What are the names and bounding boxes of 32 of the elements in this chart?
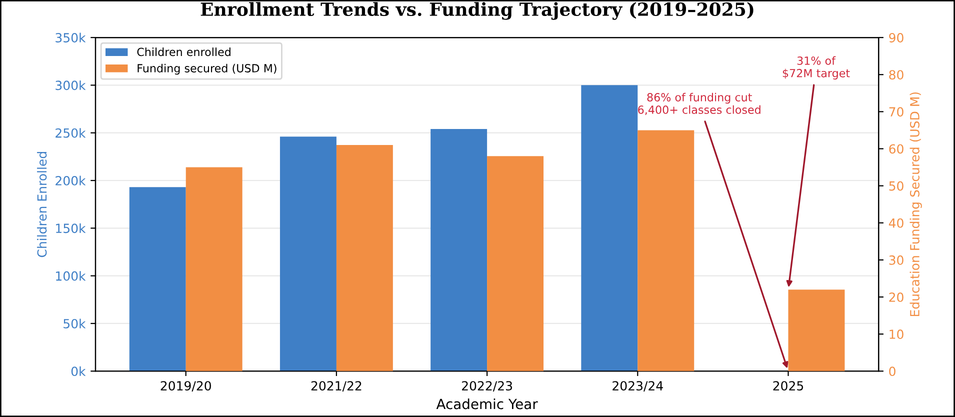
bar xyxy=(788,290,845,372)
y-tick-label: 50k xyxy=(64,318,86,328)
y2-tick-label: 60 xyxy=(889,144,904,154)
x-tick-label: 2019/20 xyxy=(160,381,211,392)
y2-tick-label: 50 xyxy=(889,181,904,191)
y2-tick-label: 20 xyxy=(889,292,904,302)
annotation: 31% of $72M target xyxy=(782,56,850,80)
y2-tick-label: 40 xyxy=(888,218,904,228)
x-tick-label: 2021/22 xyxy=(311,381,362,392)
x-tick-label: 2022/23 xyxy=(462,381,512,392)
x-tick-label: 2025 xyxy=(773,381,804,391)
y-tick-label: 200k xyxy=(56,176,86,186)
x-axis-title: Academic Year xyxy=(436,398,538,410)
y2-tick-label: 90 xyxy=(889,33,904,42)
y2-tick-label: 80 xyxy=(889,70,904,80)
y-tick-label: 100k xyxy=(56,271,86,281)
y-tick-label: 350k xyxy=(56,32,86,42)
y-tick-label: 0k xyxy=(71,366,86,376)
y2-tick-label: 0 xyxy=(889,366,896,376)
chart-title: Enrollment Trends vs. Funding Trajectory (2019–2025) xyxy=(200,2,754,20)
y2-axis-title: Education Funding Secured (USD M) xyxy=(910,92,922,316)
y-tick-label: 300k xyxy=(56,80,86,90)
y-tick-label: 150k xyxy=(56,223,86,234)
legend-label: Funding secured (USD M) xyxy=(138,64,276,75)
y2-tick-label: 30 xyxy=(889,255,904,265)
y-axis-title: Children Enrolled xyxy=(37,152,47,258)
legend-label: Children enrolled xyxy=(137,48,230,56)
y-tick-label: 250k xyxy=(56,128,86,138)
y2-tick-label: 70 xyxy=(889,107,904,117)
x-tick-label: 2023/24 xyxy=(612,381,663,392)
annotation: 86% of funding cut 6,400+ classes closed xyxy=(638,92,760,116)
y2-tick-label: 10 xyxy=(890,330,904,339)
